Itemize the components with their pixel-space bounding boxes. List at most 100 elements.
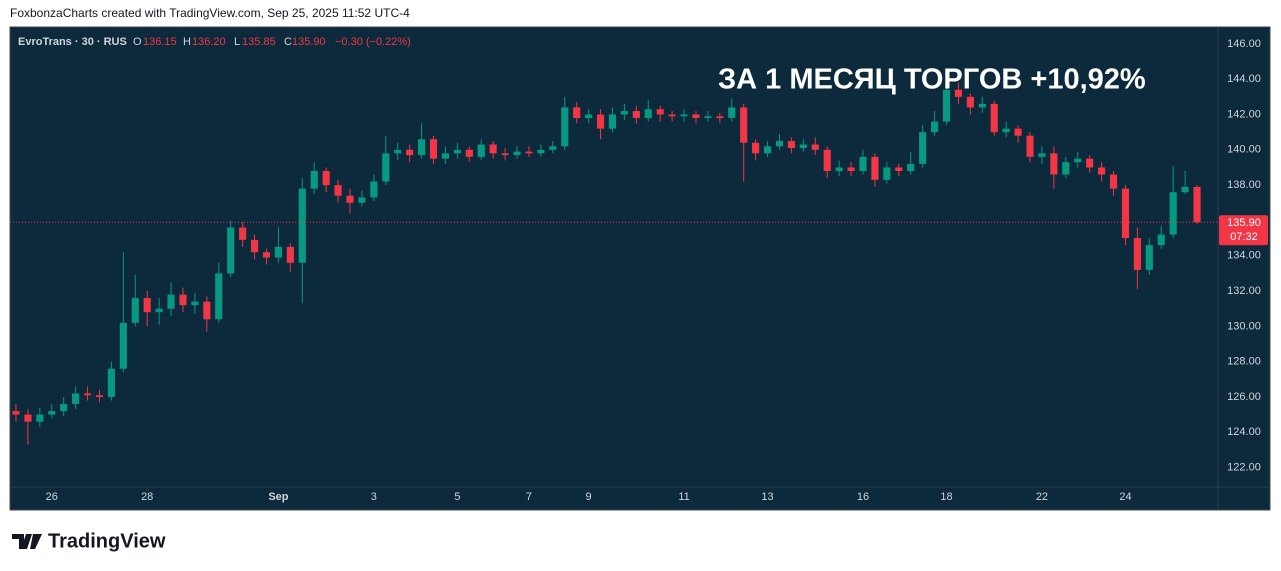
candle-body <box>1002 128 1010 133</box>
y-tick-label: 128.00 <box>1227 356 1261 368</box>
candle-body <box>1026 135 1034 157</box>
countdown: 07:32 <box>1230 231 1258 243</box>
candle-body <box>513 151 521 156</box>
x-tick-label: 3 <box>371 491 377 503</box>
candle-body <box>131 298 139 323</box>
x-tick-label: 28 <box>141 491 153 503</box>
legend-value: 135.85 <box>242 36 276 48</box>
y-tick-label: 124.00 <box>1227 426 1261 438</box>
x-tick-label: 18 <box>940 491 952 503</box>
y-tick-label: 138.00 <box>1227 179 1261 191</box>
candle-body <box>716 116 724 119</box>
candle-body <box>775 140 784 147</box>
candle-body <box>859 156 867 171</box>
candle-body <box>215 273 223 320</box>
candle-body <box>644 109 652 119</box>
candle-body <box>573 107 581 119</box>
candle-body <box>227 227 235 274</box>
x-tick-label: 16 <box>857 491 869 503</box>
candle-body <box>322 170 330 186</box>
candle-body <box>1062 162 1070 175</box>
candle-body <box>704 116 712 119</box>
candle-body <box>179 294 187 306</box>
x-tick-label: 26 <box>46 491 58 503</box>
candle-body <box>1181 186 1189 193</box>
x-tick-label: 22 <box>1036 491 1048 503</box>
candle-body <box>919 132 927 164</box>
candle-body <box>358 197 366 203</box>
candle-body <box>1038 153 1046 157</box>
candle-body <box>477 144 485 157</box>
candle-body <box>83 393 92 396</box>
attribution: FoxbonzaCharts created with TradingView.… <box>10 6 410 20</box>
y-tick-label: 146.00 <box>1227 38 1261 50</box>
candle-body <box>274 246 283 258</box>
candle-body <box>835 167 843 171</box>
candle-body <box>549 146 557 150</box>
candle-body <box>668 114 676 117</box>
x-tick-label: 11 <box>678 491 689 503</box>
candle-body <box>95 395 104 397</box>
candle-body <box>489 144 497 154</box>
candle-body <box>346 195 354 203</box>
candle-body <box>48 411 56 415</box>
candle-body <box>1086 158 1094 168</box>
candle-body <box>1133 238 1141 270</box>
legend-value: 136.20 <box>192 36 226 48</box>
candle-body <box>871 156 879 180</box>
plot-area <box>10 79 1218 445</box>
legend-key: L <box>234 36 240 48</box>
candle-body <box>883 167 891 180</box>
symbol: EvroTrans · 30 · RUS <box>18 36 127 48</box>
candle-body <box>418 139 426 156</box>
candle-body <box>262 252 271 258</box>
candle-body <box>155 308 163 313</box>
candle-body <box>680 114 688 117</box>
candle-body <box>465 149 473 157</box>
candle-body <box>370 181 378 198</box>
candle-body <box>990 103 998 133</box>
candle-body <box>72 393 80 405</box>
candle-body <box>406 149 414 156</box>
candle-body <box>167 294 175 309</box>
candle-body <box>334 185 342 196</box>
x-tick-label: 9 <box>586 491 592 503</box>
candle-body <box>942 89 951 122</box>
candle-body <box>24 414 32 422</box>
legend: EvroTrans · 30 · RUS O 136.15 H 136.20 L… <box>18 36 411 48</box>
candle-body <box>1157 234 1165 246</box>
candle-body <box>823 149 831 171</box>
y-tick-label: 134.00 <box>1227 250 1261 262</box>
candle-body <box>107 368 115 397</box>
candle-body <box>441 153 450 159</box>
candle-body <box>298 188 306 263</box>
candle-body <box>1109 174 1118 189</box>
candle-body <box>608 114 617 129</box>
candle-body <box>907 163 915 171</box>
candle-body <box>394 149 402 154</box>
candle-body <box>1050 153 1058 175</box>
candle-body <box>1074 158 1082 163</box>
logo-text: TradingView <box>48 530 166 552</box>
candle-body <box>1098 167 1106 175</box>
x-tick-label: 24 <box>1119 491 1131 503</box>
y-tick-label: 126.00 <box>1227 391 1261 403</box>
candle-body <box>811 144 819 150</box>
candle-body <box>1145 245 1153 270</box>
candle-body <box>692 114 700 119</box>
candle-body <box>12 411 20 415</box>
candle-body <box>740 107 748 143</box>
candle-body <box>1014 128 1022 136</box>
candle-body <box>36 414 44 422</box>
chart-panel <box>9 26 1271 511</box>
candle-body <box>954 89 963 97</box>
candle-body <box>191 301 199 306</box>
y-tick-label: 144.00 <box>1227 73 1261 85</box>
candle-body <box>656 109 664 115</box>
legend-value: 136.15 <box>143 36 177 48</box>
candle-body <box>799 144 807 149</box>
legend-key: H <box>183 36 191 48</box>
y-tick-label: 140.00 <box>1227 144 1261 156</box>
